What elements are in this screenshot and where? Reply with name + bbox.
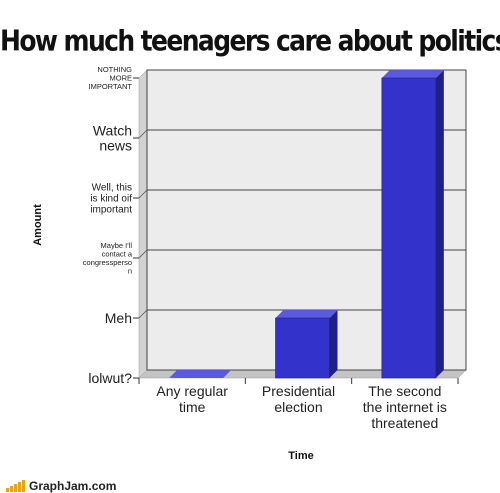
- graphjam-watermark: GraphJam.com: [6, 478, 116, 492]
- gridline-wall: [138, 249, 148, 259]
- y-tick-label: news: [99, 137, 132, 153]
- x-tick-label: time: [179, 399, 206, 415]
- x-tick-label: The second: [368, 383, 441, 399]
- bar-top: [169, 370, 232, 378]
- y-tick-label: IMPORTANT: [89, 82, 133, 91]
- gridline-wall: [138, 309, 148, 319]
- y-tick-label: MORE: [110, 74, 133, 83]
- y-tick-label: n: [128, 266, 132, 275]
- bar-top: [275, 310, 338, 318]
- y-tick-label: lolwut?: [88, 370, 132, 386]
- x-tick-label: election: [274, 399, 322, 415]
- y-tick-label: contact a: [102, 249, 133, 258]
- y-tick-label: Maybe I'll: [101, 241, 133, 250]
- watermark-text: GraphJam.com: [29, 479, 117, 493]
- y-tick-label: is kind oif: [90, 194, 132, 205]
- gridline-wall: [138, 189, 148, 199]
- plot-left-wall: [138, 69, 148, 379]
- bar-side: [435, 70, 444, 378]
- y-tick-label: NOTHING: [97, 65, 132, 74]
- bar: [381, 77, 437, 379]
- x-tick-label: the internet is: [363, 399, 447, 415]
- bar-top: [381, 70, 444, 78]
- y-tick-label: Well, this: [92, 183, 132, 194]
- y-tick-label: Meh: [105, 310, 132, 326]
- graphjam-logo-icon: [6, 480, 25, 492]
- y-tick-label: Watch: [93, 122, 132, 138]
- y-axis-title: Amount: [32, 204, 44, 246]
- bar-side: [329, 310, 338, 378]
- gridline-wall: [138, 129, 148, 139]
- x-tick-label: Presidential: [262, 383, 335, 399]
- x-tick-label: Any regular: [156, 383, 228, 399]
- chart-title: How much teenagers care about politics: [0, 24, 500, 58]
- bars: [169, 70, 444, 379]
- y-tick-label: important: [90, 205, 132, 216]
- x-axis-title: Time: [288, 450, 313, 462]
- y-tick-label: congressperso: [83, 258, 132, 267]
- x-tick-label: threatened: [371, 415, 438, 431]
- bar: [275, 317, 330, 379]
